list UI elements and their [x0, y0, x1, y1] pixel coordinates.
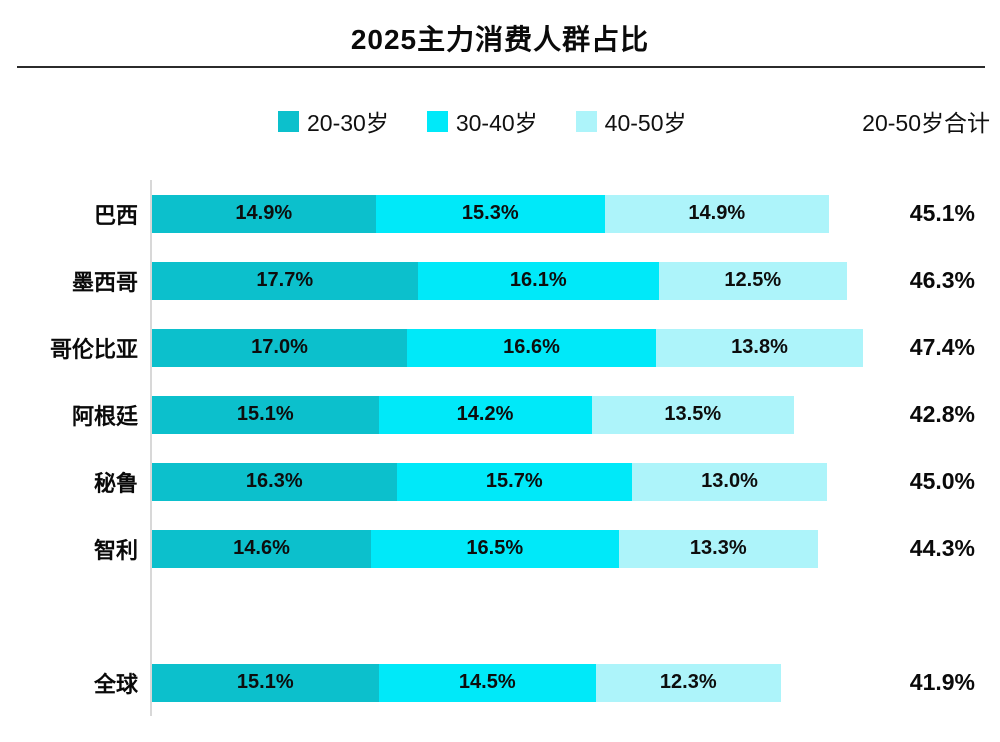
total-label: 44.3% — [909, 535, 975, 561]
category-label: 秘鲁 — [93, 470, 138, 496]
bar-segment: 16.6% — [407, 328, 656, 367]
legend-item-40-50: 40-50岁 — [575, 104, 687, 138]
page-title: 2025主力消费人群占比 — [350, 24, 650, 55]
legend-item-20-30: 20-30岁 — [278, 104, 389, 138]
bar-row: 全球 15.1% 14.5% 12.3% 41.9% — [0, 649, 1000, 716]
bar-segment: 14.2% — [378, 395, 592, 434]
bar-segment: 13.8% — [656, 328, 863, 367]
stacked-bar: 17.7% 16.1% 12.5% — [152, 261, 847, 300]
legend: 20-30岁 30-40岁 40-50岁 — [278, 104, 686, 138]
bar-segment: 15.1% — [152, 663, 379, 702]
category-label: 哥伦比亚 — [49, 336, 138, 362]
total-label: 45.0% — [909, 468, 975, 494]
bar-segment: 15.7% — [396, 462, 632, 501]
row-spacer — [0, 582, 1000, 649]
category-label: 智利 — [93, 537, 138, 563]
bar-segment: 14.6% — [152, 529, 371, 568]
bar-segment: 17.0% — [152, 328, 407, 367]
category-label: 墨西哥 — [71, 269, 138, 295]
bar-segment: 16.3% — [152, 462, 397, 501]
total-column-header: 20-50岁合计 — [862, 110, 990, 136]
bar-segment: 17.7% — [152, 261, 418, 300]
chart-rows: 巴西 14.9% 15.3% 14.9% 45.1% 墨西哥 17.7% 16.1% 12.5%… — [0, 180, 1000, 716]
bar-segment: 14.9% — [605, 194, 829, 233]
bar-segment: 12.3% — [596, 663, 781, 702]
bar-segment: 14.5% — [378, 663, 596, 702]
bar-segment: 15.1% — [152, 395, 379, 434]
bar-segment: 13.0% — [632, 462, 827, 501]
stacked-bar: 15.1% 14.5% 12.3% — [152, 663, 781, 702]
category-label: 阿根廷 — [71, 403, 138, 429]
legend-label-40-50: 40-50岁 — [604, 110, 687, 136]
bar-segment: 13.3% — [618, 529, 818, 568]
category-label: 全球 — [93, 671, 138, 697]
bar-row: 墨西哥 17.7% 16.1% 12.5% 46.3% — [0, 247, 1000, 314]
bar-row: 秘鲁 16.3% 15.7% 13.0% 45.0% — [0, 448, 1000, 515]
bar-row: 智利 14.6% 16.5% 13.3% 44.3% — [0, 515, 1000, 582]
total-label: 41.9% — [909, 669, 975, 695]
legend-item-30-40: 30-40岁 — [426, 104, 538, 138]
category-label: 巴西 — [93, 202, 138, 228]
y-axis-line — [150, 180, 152, 716]
chart-area: 巴西 14.9% 15.3% 14.9% 45.1% 墨西哥 17.7% 16.1% 12.5%… — [0, 180, 1000, 716]
legend-swatch-30-40 — [426, 110, 448, 132]
stacked-bar: 16.3% 15.7% 13.0% — [152, 462, 827, 501]
bar-row: 哥伦比亚 17.0% 16.6% 13.8% 47.4% — [0, 314, 1000, 381]
bar-segment: 16.1% — [417, 261, 659, 300]
title-divider — [17, 66, 985, 68]
bar-segment: 16.5% — [371, 529, 619, 568]
bar-segment: 12.5% — [659, 261, 847, 300]
stacked-bar: 14.9% 15.3% 14.9% — [152, 194, 829, 233]
legend-label-30-40: 30-40岁 — [455, 110, 538, 136]
legend-label-20-30: 20-30岁 — [307, 110, 389, 136]
legend-swatch-20-30 — [278, 110, 299, 132]
bar-segment: 13.5% — [591, 395, 794, 434]
bar-segment: 14.9% — [152, 194, 376, 233]
total-label: 45.1% — [909, 200, 975, 226]
stacked-bar: 17.0% 16.6% 13.8% — [152, 328, 863, 367]
total-label: 42.8% — [909, 401, 975, 427]
stacked-bar: 14.6% 16.5% 13.3% — [152, 529, 818, 568]
bar-row: 巴西 14.9% 15.3% 14.9% 45.1% — [0, 180, 1000, 247]
legend-swatch-40-50 — [575, 110, 597, 132]
total-label: 47.4% — [909, 334, 975, 360]
bar-segment: 15.3% — [375, 194, 605, 233]
stacked-bar: 15.1% 14.2% 13.5% — [152, 395, 794, 434]
total-label: 46.3% — [909, 267, 975, 293]
bar-row: 阿根廷 15.1% 14.2% 13.5% 42.8% — [0, 381, 1000, 448]
